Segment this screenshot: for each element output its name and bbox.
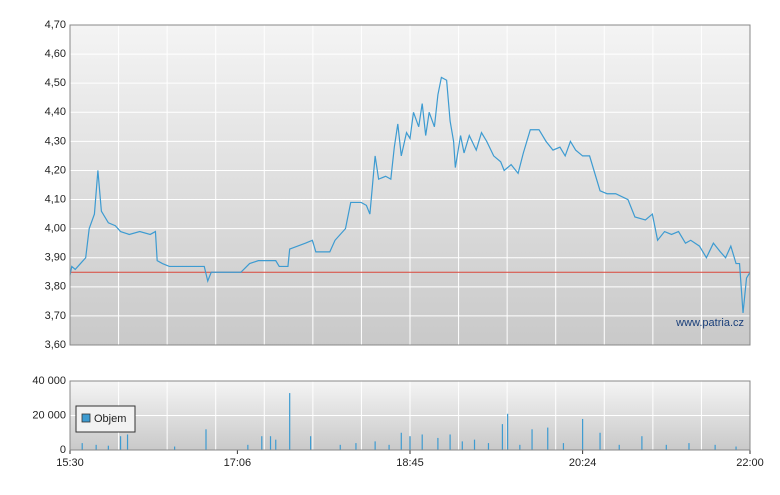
volume-bar <box>641 436 643 450</box>
y-tick-label: 3,90 <box>45 252 66 264</box>
volume-bar <box>449 434 451 450</box>
y-tick-label: 3,60 <box>45 339 66 351</box>
volume-bar <box>81 443 83 450</box>
volume-bar <box>107 445 109 450</box>
volume-bar <box>618 444 620 450</box>
plot-frame <box>69 380 751 451</box>
volume-bar <box>461 441 463 450</box>
volume-bar <box>269 436 272 450</box>
volume-bar <box>599 432 601 450</box>
volume-bar <box>119 436 122 450</box>
volume-bar <box>501 424 504 450</box>
y-tick-label: 4,40 <box>45 106 66 118</box>
volume-bar <box>437 437 439 450</box>
volume-bar <box>421 434 423 450</box>
volume-bar <box>519 444 521 450</box>
volume-bar <box>174 446 176 450</box>
plot-frame <box>69 24 751 346</box>
volume-bar <box>247 444 249 450</box>
y-tick-label: 4,70 <box>45 19 66 31</box>
legend-swatch <box>81 413 91 423</box>
y-tick-label: 4,60 <box>45 48 66 60</box>
volume-bar <box>355 443 357 450</box>
x-tick-label: 20:24 <box>569 457 597 469</box>
volume-bar <box>409 436 411 450</box>
volume-bar <box>688 443 690 450</box>
x-tick-label: 22:00 <box>736 457 764 469</box>
volume-bar <box>205 429 207 450</box>
legend-label: Objem <box>94 413 126 425</box>
y-tick-label: 0 <box>60 444 66 456</box>
y-tick-label: 4,00 <box>45 223 66 235</box>
volume-bar <box>714 444 716 450</box>
y-tick-label: 40 000 <box>32 375 66 387</box>
volume-bar <box>473 439 476 450</box>
price-line <box>69 76 751 314</box>
volume-bar <box>126 434 129 450</box>
y-tick-label: 4,30 <box>45 135 66 147</box>
volume-bar <box>400 432 402 450</box>
volume-bar <box>547 427 549 450</box>
y-tick-label: 4,20 <box>45 164 66 176</box>
x-tick-label: 17:06 <box>224 457 252 469</box>
x-tick-label: 15:30 <box>56 457 84 469</box>
volume-bar <box>487 443 490 450</box>
y-tick-label: 4,10 <box>45 193 66 205</box>
volume-bar <box>95 444 97 450</box>
volume-bar <box>289 393 291 450</box>
y-tick-label: 3,70 <box>45 310 66 322</box>
volume-bar <box>562 443 565 450</box>
volume-bar <box>388 444 390 450</box>
volume-bar <box>735 446 737 450</box>
y-tick-label: 3,80 <box>45 281 66 293</box>
volume-bar <box>531 429 533 450</box>
volume-bar <box>339 444 341 450</box>
volume-bar <box>374 441 376 450</box>
volume-bar <box>582 418 584 450</box>
legend-box <box>75 405 136 433</box>
volume-bar <box>275 439 277 450</box>
y-tick-label: 20 000 <box>32 409 66 421</box>
y-tick-label: 4,50 <box>45 77 66 89</box>
volume-bar <box>310 436 312 450</box>
volume-bar <box>261 436 263 450</box>
x-tick-label: 18:45 <box>396 457 424 469</box>
watermark: www.patria.cz <box>675 317 744 329</box>
volume-bar <box>665 444 667 450</box>
volume-bar <box>507 413 509 450</box>
